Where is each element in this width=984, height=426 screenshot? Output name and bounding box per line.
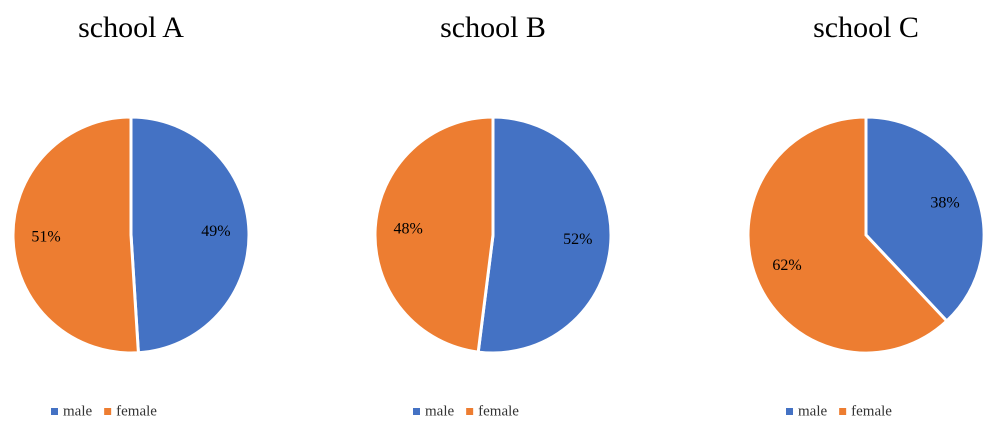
chart-title: school A [78,11,184,44]
legend-swatch [466,408,474,415]
pie-slice [11,115,141,355]
data-label: 48% [394,220,423,237]
pie-slice [476,115,613,355]
legend-label: male [798,403,827,419]
legend-swatch [839,408,847,415]
chart-title: school B [440,11,546,44]
legend-swatch [104,408,112,415]
legend-swatch [786,408,793,415]
legend-swatch [51,408,58,415]
pie-slice [129,115,251,355]
legend-label: female [116,403,157,419]
legend-label: male [425,403,454,419]
data-label: 62% [772,257,801,274]
data-label: 51% [31,228,60,245]
legend-label: female [851,403,892,419]
legend-label: female [478,403,519,419]
legend-swatch [413,408,420,415]
pie-slice [864,115,984,324]
data-label: 49% [201,223,230,240]
legend-label: male [63,403,92,419]
data-label: 38% [930,194,959,211]
chart-title: school C [813,11,919,44]
pie-slice [373,115,495,354]
data-label: 52% [563,231,592,248]
pie-slice [746,115,949,355]
